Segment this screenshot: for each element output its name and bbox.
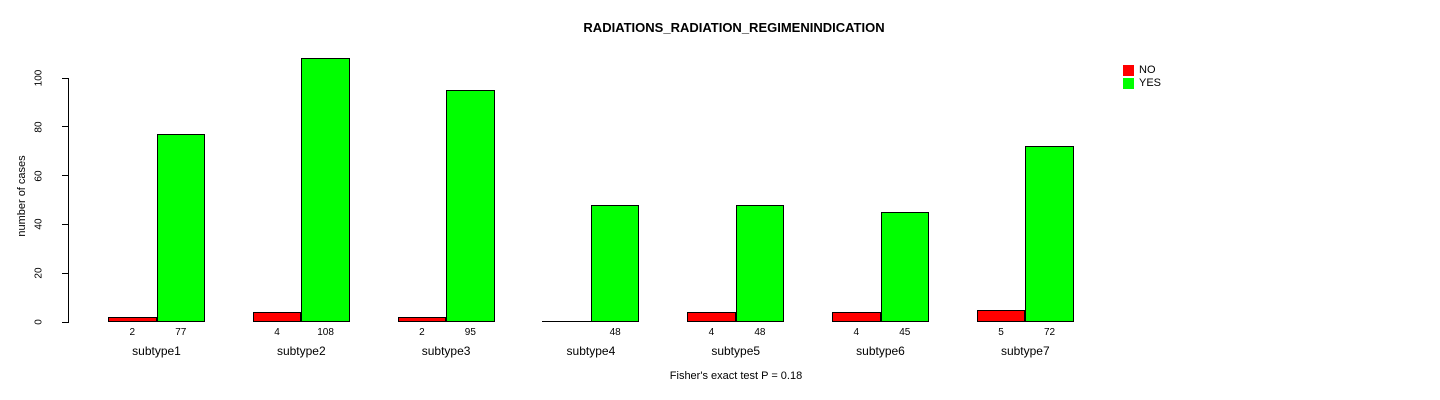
- bar-no-subtype3: [397, 317, 447, 322]
- legend-label: NO: [1139, 64, 1156, 76]
- bar-yes-subtype4: [590, 205, 640, 322]
- category-label: subtype6: [856, 344, 905, 358]
- y-axis-tick-label: 100: [33, 69, 45, 87]
- bar-value-label: 108: [317, 327, 334, 338]
- bar-no-subtype4: [542, 321, 591, 322]
- y-axis-tick: [62, 126, 69, 128]
- bar-value-label: 2: [129, 327, 136, 338]
- bar-yes-subtype1: [156, 134, 205, 322]
- bar-value-label: 48: [609, 327, 621, 338]
- y-axis-tick: [62, 272, 69, 274]
- y-axis-tick: [62, 321, 69, 323]
- bar-value-label: 5: [998, 327, 1004, 338]
- legend: NO YES: [1123, 65, 1161, 91]
- y-axis-tick-label: 0: [33, 319, 45, 325]
- bar-yes-subtype5: [735, 205, 785, 322]
- bar-yes-subtype2: [301, 58, 350, 322]
- legend-entry-no: NO: [1123, 65, 1161, 76]
- category-label: subtype3: [421, 344, 471, 358]
- category-label: subtype1: [132, 344, 181, 358]
- bar-no-subtype2: [252, 312, 302, 322]
- legend-label: YES: [1139, 77, 1162, 89]
- category-label: subtype2: [276, 344, 326, 358]
- legend-swatch-no: [1123, 65, 1134, 76]
- bar-value-label: 4: [274, 327, 280, 338]
- chart-title: RADIATIONS_RADIATION_REGIMENINDICATION: [583, 20, 885, 35]
- y-axis-tick-label: 60: [33, 170, 45, 182]
- bar-value-label: 95: [464, 327, 476, 338]
- y-axis-tick-label: 80: [33, 121, 45, 133]
- bar-value-label: 48: [754, 327, 766, 338]
- bar-value-label: 72: [1043, 327, 1056, 338]
- y-axis-tick: [62, 175, 69, 177]
- legend-entry-yes: YES: [1123, 78, 1161, 89]
- bar-value-label: 4: [708, 327, 715, 338]
- bar-value-label: 4: [853, 327, 860, 338]
- bar-value-label: 77: [175, 327, 187, 338]
- bar-no-subtype1: [108, 317, 157, 322]
- y-axis-tick-label: 40: [33, 218, 45, 230]
- bar-value-label: 2: [419, 327, 425, 338]
- y-axis-tick: [62, 77, 69, 79]
- y-axis-line: [68, 78, 69, 323]
- bar-no-subtype6: [832, 312, 881, 322]
- bar-yes-subtype3: [446, 90, 495, 322]
- fisher-test-annotation: Fisher's exact test P = 0.18: [669, 370, 803, 382]
- category-label: subtype7: [1000, 344, 1050, 358]
- category-label: subtype4: [566, 344, 616, 358]
- category-label: subtype5: [711, 344, 761, 358]
- y-axis-tick: [62, 223, 69, 225]
- bar-yes-subtype6: [880, 212, 929, 322]
- bar-value-label: 45: [899, 327, 911, 338]
- legend-swatch-yes: [1123, 78, 1134, 89]
- bar-no-subtype5: [687, 312, 736, 322]
- bar-no-subtype7: [976, 310, 1026, 322]
- bar-yes-subtype7: [1025, 146, 1074, 322]
- y-axis-tick-label: 20: [33, 267, 45, 279]
